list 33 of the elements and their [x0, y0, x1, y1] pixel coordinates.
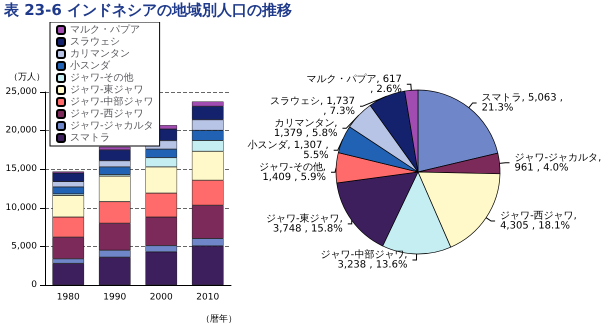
legend-label: スラウェシ: [70, 36, 120, 48]
legend-label: カリマンタン: [70, 48, 130, 60]
slice-label: ジャワ-東ジャワ, 3,748 , 15.8%: [266, 212, 343, 234]
slice-label: 小スンダ, 1,307 , 5.5%: [247, 138, 329, 161]
legend-label: ジャワ-東ジャワ: [70, 84, 144, 96]
legend-label: ジャワ-西ジャワ: [70, 108, 144, 120]
y-tick-label: 5,000: [11, 241, 38, 252]
y-tick-label: 20,000: [6, 126, 38, 136]
legend-label: ジャワ-ジャカルタ: [70, 120, 154, 132]
slice-label: ジャワ-ジャカルタ, 961 , 4.0%: [514, 152, 602, 174]
x-tick-label: 2010: [196, 292, 220, 302]
slice-label: スラウェシ, 1,737 , 7.3%: [270, 96, 355, 117]
y-axis-title: （万人）: [9, 72, 45, 82]
slice-label: ジャワ-その他, 1,409 , 5.9%: [259, 160, 326, 183]
x-tick-label: 1990: [103, 292, 126, 302]
y-tick-label: 15,000: [6, 164, 38, 174]
slice-label: ジャワ-中部ジャワ, 3,238 , 13.6%: [320, 248, 408, 270]
legend-label: ジャワ-その他: [70, 72, 134, 84]
legend-label: 小スンダ: [70, 60, 111, 72]
y-tick-label: 0: [31, 280, 38, 290]
y-tick-label: 25,000: [6, 87, 38, 97]
legend-label: ジャワ-中部ジャワ: [70, 96, 154, 108]
slice-label: スマトラ, 5,063 , 21.3%: [482, 92, 563, 114]
x-axis-title: （暦年）: [201, 314, 237, 324]
slice-label: ジャワ-西ジャワ, 4,305 , 18.1%: [500, 210, 577, 232]
x-tick-label: 2000: [150, 292, 173, 302]
legend-label: マルク・パプア: [70, 24, 140, 36]
chart-title: 表 23-6 インドネシアの地域別人口の推移: [3, 0, 293, 21]
slice-label: カリマンタン, 1,379 , 5.8%: [274, 118, 338, 139]
y-tick-label: 10,000: [6, 202, 38, 213]
slice-label: マルク・パプア, 617 , 2.6%: [306, 72, 402, 95]
x-tick-label: 1980: [56, 292, 80, 302]
legend-label: スマトラ: [70, 132, 110, 144]
